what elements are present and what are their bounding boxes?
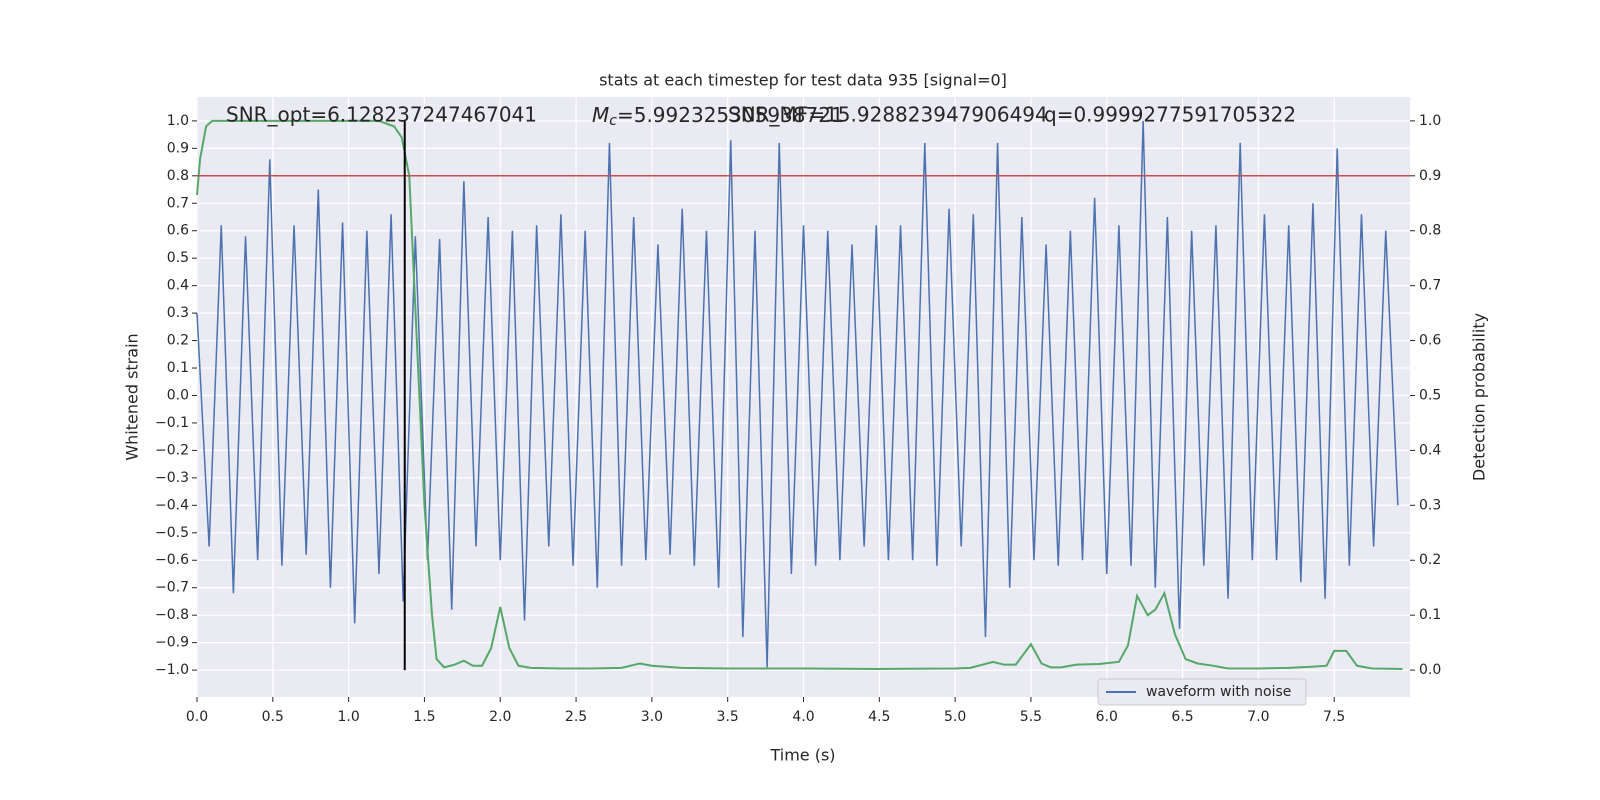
y-tick-label: 0.9 xyxy=(167,140,189,156)
y2-tick-label: 0.8 xyxy=(1419,223,1441,239)
y2-tick-label: 0.4 xyxy=(1419,442,1441,458)
x-tick-label: 6.0 xyxy=(1096,709,1118,725)
y-tick-label: 0.2 xyxy=(167,333,189,349)
annotation: q=0.9999277591705322 xyxy=(1044,103,1296,127)
legend-label: waveform with noise xyxy=(1146,684,1291,700)
y2-tick-label: 0.3 xyxy=(1419,497,1441,513)
legend: waveform with noise xyxy=(1097,678,1307,706)
annotation: SNR_opt=6.128237247467041 xyxy=(226,103,537,127)
y-tick-label: 0.6 xyxy=(167,223,189,239)
x-tick-label: 1.0 xyxy=(337,709,359,725)
y-tick-label: −0.7 xyxy=(155,580,189,596)
y-tick-label: 0.3 xyxy=(167,305,189,321)
x-tick-label: 1.5 xyxy=(413,709,435,725)
annotation-text: =5.992325305938721 xyxy=(617,103,844,127)
y2-tick-label: 0.6 xyxy=(1419,333,1441,349)
x-tick-label: 2.5 xyxy=(565,709,587,725)
y-tick-label: 0.1 xyxy=(167,360,189,376)
y-axis-label: Whitened strain xyxy=(123,333,142,460)
x-tick-label: 5.5 xyxy=(1020,709,1042,725)
y-tick-label: −0.9 xyxy=(155,635,189,651)
y-tick-label: −0.8 xyxy=(155,607,189,623)
plot-layer xyxy=(196,97,1410,697)
chart-title: stats at each timestep for test data 935… xyxy=(599,71,1007,90)
y2-tick-label: 0.2 xyxy=(1419,552,1441,568)
y2-tick-label: 1.0 xyxy=(1419,113,1441,129)
y-tick-label: −0.5 xyxy=(155,525,189,541)
y-tick-label: 0.7 xyxy=(167,195,189,211)
x-tick-label: 4.5 xyxy=(868,709,890,725)
x-tick-label: 5.0 xyxy=(944,709,966,725)
y2-tick-label: 0.1 xyxy=(1419,607,1441,623)
x-tick-label: 0.5 xyxy=(262,709,284,725)
y-tick-label: 0.8 xyxy=(167,168,189,184)
y-tick-label: 0.4 xyxy=(167,278,189,294)
legend-box xyxy=(1097,678,1307,706)
y-tick-label: −0.4 xyxy=(155,497,189,513)
y-tick-label: −1.0 xyxy=(155,662,189,678)
y-tick-label: 0.5 xyxy=(167,250,189,266)
x-tick-label: 4.0 xyxy=(792,709,814,725)
annotation-subscript: c xyxy=(609,113,617,129)
x-tick-label: 3.0 xyxy=(641,709,663,725)
y2-tick-label: 0.0 xyxy=(1419,662,1441,678)
y2-tick-label: 0.9 xyxy=(1419,168,1441,184)
series-line xyxy=(196,119,1403,670)
annotation: SNR_MF=15.928823947906494 xyxy=(728,103,1048,127)
annotation: Mc=5.992325305938721 xyxy=(592,103,844,130)
x-tick-label: 2.0 xyxy=(489,709,511,725)
x-tick-label: 6.5 xyxy=(1171,709,1193,725)
y-tick-label: 0.0 xyxy=(167,387,189,403)
x-axis-label: Time (s) xyxy=(769,746,835,765)
y-tick-label: −0.6 xyxy=(155,552,189,568)
y-tick-label: 1.0 xyxy=(167,113,189,129)
x-tick-label: 0.0 xyxy=(186,709,208,725)
y2-tick-label: 0.7 xyxy=(1419,278,1441,294)
x-tick-label: 7.0 xyxy=(1247,709,1269,725)
series-line xyxy=(196,120,1399,668)
y-tick-label: −0.2 xyxy=(155,442,189,458)
y-tick-label: −0.1 xyxy=(155,415,189,431)
x-tick-label: 7.5 xyxy=(1323,709,1345,725)
y2-tick-label: 0.5 xyxy=(1419,387,1441,403)
x-tick-label: 3.5 xyxy=(717,709,739,725)
annotation-symbol: M xyxy=(592,103,609,127)
y2-axis-label: Detection probability xyxy=(1470,313,1489,481)
y-tick-label: −0.3 xyxy=(155,470,189,486)
